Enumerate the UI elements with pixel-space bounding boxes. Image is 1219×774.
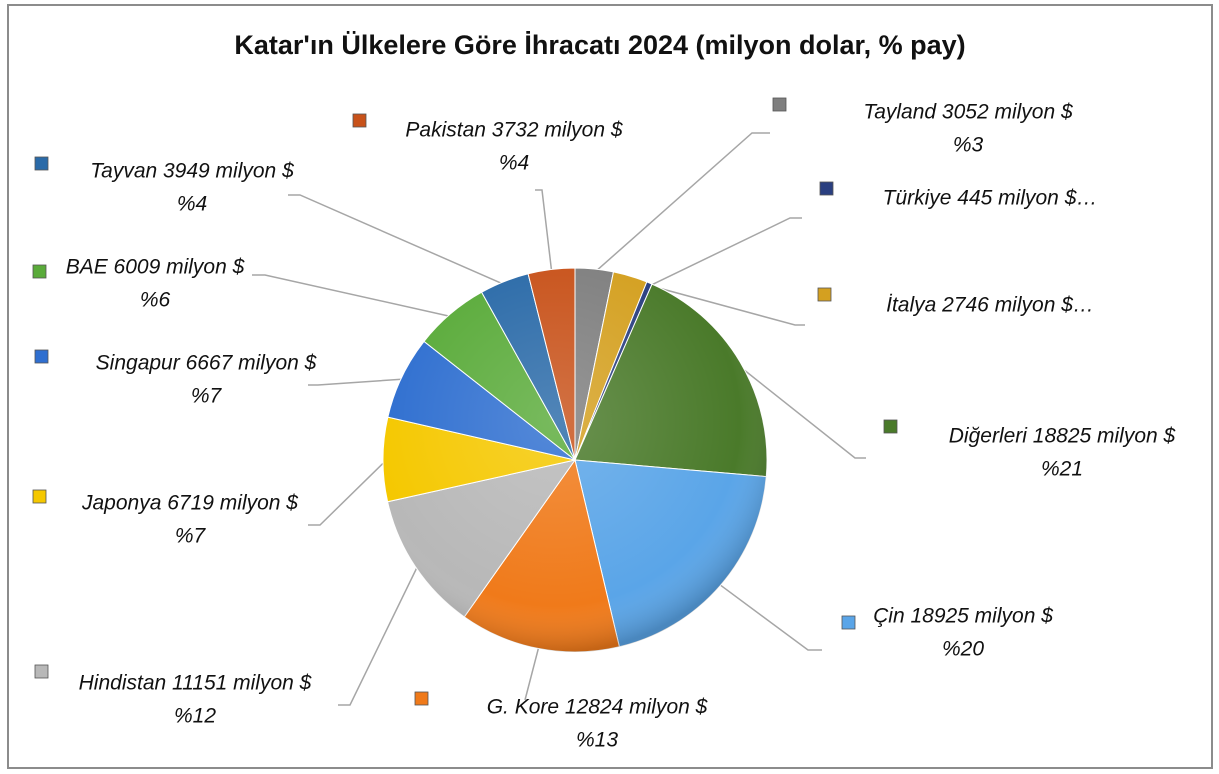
leader-line xyxy=(647,217,802,288)
legend-swatch xyxy=(34,664,49,679)
legend-swatch xyxy=(34,349,49,364)
legend-swatch xyxy=(841,615,856,630)
leader-line xyxy=(288,194,507,286)
data-label: %7 xyxy=(191,385,223,408)
data-label: Tayvan 3949 milyon $ xyxy=(90,160,294,183)
data-label: %4 xyxy=(177,193,207,216)
legend-swatch xyxy=(819,181,834,196)
legend-swatch xyxy=(34,156,49,171)
leader-line xyxy=(308,378,406,386)
legend-swatch xyxy=(352,113,367,128)
legend-swatch xyxy=(817,287,832,302)
data-label: Japonya 6719 milyon $ xyxy=(81,492,298,515)
data-label: %13 xyxy=(576,729,618,752)
legend-swatch xyxy=(414,691,429,706)
legend-swatch xyxy=(32,489,47,504)
data-label: İtalya 2746 milyon $… xyxy=(886,294,1094,317)
legend-swatch xyxy=(772,97,787,112)
data-label: Tayland 3052 milyon $ xyxy=(863,101,1073,124)
data-label: Çin 18925 milyon $ xyxy=(873,605,1053,628)
data-label: Pakistan 3732 milyon $ xyxy=(405,119,622,142)
data-label: Diğerleri 18825 milyon $ xyxy=(949,425,1176,448)
leader-line xyxy=(593,132,770,274)
legend-swatch xyxy=(883,419,898,434)
data-label: %21 xyxy=(1041,458,1083,481)
leader-line xyxy=(524,644,541,701)
data-label: BAE 6009 milyon $ xyxy=(66,256,245,279)
data-label: %6 xyxy=(140,289,171,312)
data-label: Hindistan 11151 milyon $ xyxy=(79,672,312,695)
data-label: %20 xyxy=(942,638,984,661)
leader-line xyxy=(308,458,388,526)
legend-swatch xyxy=(32,264,47,279)
data-label: %12 xyxy=(174,705,216,728)
data-label: %7 xyxy=(175,525,207,548)
data-label: %4 xyxy=(499,152,529,175)
data-label: Singapur 6667 milyon $ xyxy=(96,352,317,375)
data-label: %3 xyxy=(953,134,984,157)
data-label: Türkiye 445 milyon $… xyxy=(883,187,1098,210)
data-label: G. Kore 12824 milyon $ xyxy=(487,696,708,719)
chart-title: Katar'ın Ülkelere Göre İhracatı 2024 (mi… xyxy=(234,30,965,60)
leader-line xyxy=(736,363,866,459)
leader-line xyxy=(535,189,553,274)
